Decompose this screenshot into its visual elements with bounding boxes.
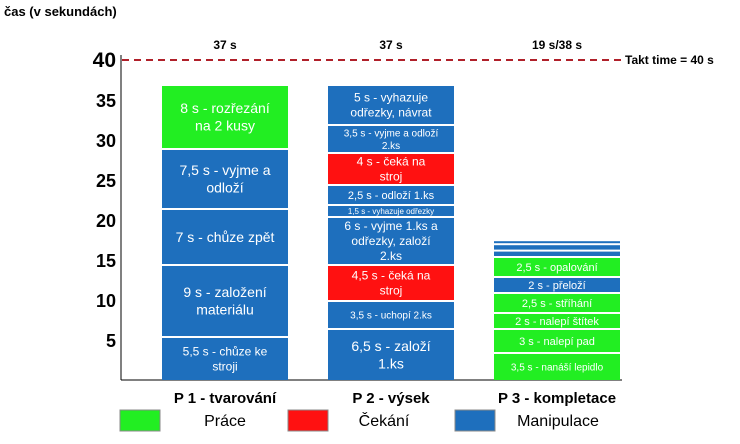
- y-tick-label: 35: [96, 91, 116, 111]
- bar-segment: [328, 302, 454, 328]
- bar-total-label: 19 s/38 s: [532, 38, 582, 52]
- y-tick-label: 40: [93, 49, 116, 72]
- bar-segment: [162, 338, 288, 380]
- segment-label: 4,5 s - čeká na stroj: [352, 269, 431, 298]
- segment-label: 2 s - nalepí štítek: [515, 316, 599, 328]
- bar-segment: [328, 218, 454, 264]
- y-axis-title: čas (v sekundách): [4, 4, 117, 19]
- category-label: P 2 - výsek: [352, 390, 430, 407]
- bar-segment: [328, 86, 454, 124]
- segment-label: 6 s - vyjme 1.ks a odřezky, založí 2.ks: [344, 219, 438, 263]
- segment-label: 1,5 s - vyhazuje odřezky: [348, 207, 434, 216]
- legend-label: Manipulace: [517, 413, 599, 430]
- segment-label: 2,5 s - opalování: [516, 262, 597, 274]
- bar-segment: [494, 245, 620, 250]
- segment-label: 8 s - rozřezání na 2 kusy: [180, 100, 270, 133]
- legend-swatch: [287, 409, 329, 432]
- bar-segment: [162, 266, 288, 336]
- bar-segment: [162, 86, 288, 148]
- bar-segment: [328, 266, 454, 300]
- segment-label: 9 s - založení materiálu: [183, 284, 266, 318]
- segment-label: 6,5 s - založí 1.ks: [351, 338, 430, 372]
- segment-label: 2 s - přeloží: [528, 280, 585, 292]
- y-tick-label: 10: [96, 291, 116, 311]
- bar-1: 5,5 s - chůze ke stroji 9 s - založení mate…: [162, 86, 288, 380]
- bar-segment: [328, 126, 454, 152]
- segment-label: 7 s - chůze zpět: [176, 229, 275, 245]
- bar-total-label: 37 s: [213, 38, 237, 52]
- y-tick-label: 30: [96, 131, 116, 151]
- bar-segment: [494, 314, 620, 328]
- bar-segment: [328, 154, 454, 184]
- segment-label: 5,5 s - chůze ke stroji: [183, 345, 268, 374]
- bar-segment: [328, 330, 454, 380]
- bar-segment: [494, 294, 620, 312]
- bar-segment: [162, 150, 288, 208]
- bar-segment: [494, 251, 620, 256]
- legend-label: Práce: [204, 413, 246, 430]
- legend-swatch: [454, 409, 496, 432]
- bar-segment: [328, 186, 454, 204]
- bar-segment: [494, 241, 620, 244]
- y-tick-label: 15: [96, 251, 116, 271]
- segment-label: 7,5 s - vyjme a odloží: [179, 162, 270, 196]
- category-label: P 1 - tvarování: [174, 390, 277, 407]
- bar-segment: [328, 206, 454, 216]
- bar-3: 3,5 s - nanáší lepidlo 3 s - nalepí pad 2 …: [494, 241, 620, 380]
- segment-label: 5 s - vyhazuje odřezky, návrat: [350, 91, 432, 120]
- bar-segment: [494, 258, 620, 276]
- legend-label: Čekání: [359, 411, 410, 430]
- y-tick-label: 5: [106, 331, 116, 351]
- bar-total-label: 37 s: [379, 38, 403, 52]
- legend-swatch: [119, 409, 161, 432]
- segment-label: 3,5 s - uchopí 2.ks: [350, 311, 432, 322]
- y-tick-label: 25: [96, 171, 116, 191]
- segment-label: 3,5 s - vyjme a odloží 2.ks: [344, 128, 439, 152]
- bar-2: 6,5 s - založí 1.ks 3,5 s - uchopí 2.ks 4,5…: [328, 86, 454, 380]
- bar-segment: [162, 210, 288, 264]
- segment-label: 2,5 s - odloží 1.ks: [348, 190, 435, 202]
- bar-segment: [494, 330, 620, 352]
- takt-label: Takt time = 40 s: [625, 53, 714, 67]
- bar-segment: [494, 354, 620, 380]
- y-tick-label: 20: [96, 211, 116, 231]
- segment-label: 4 s - čeká na stroj: [357, 155, 426, 184]
- bar-segment: [494, 278, 620, 292]
- segment-label: 2,5 s - stříhání: [522, 298, 592, 310]
- segment-label: 3,5 s - nanáší lepidlo: [511, 363, 604, 374]
- segment-label: 3 s - nalepí pad: [519, 336, 595, 348]
- category-label: P 3 - kompletace: [498, 390, 616, 407]
